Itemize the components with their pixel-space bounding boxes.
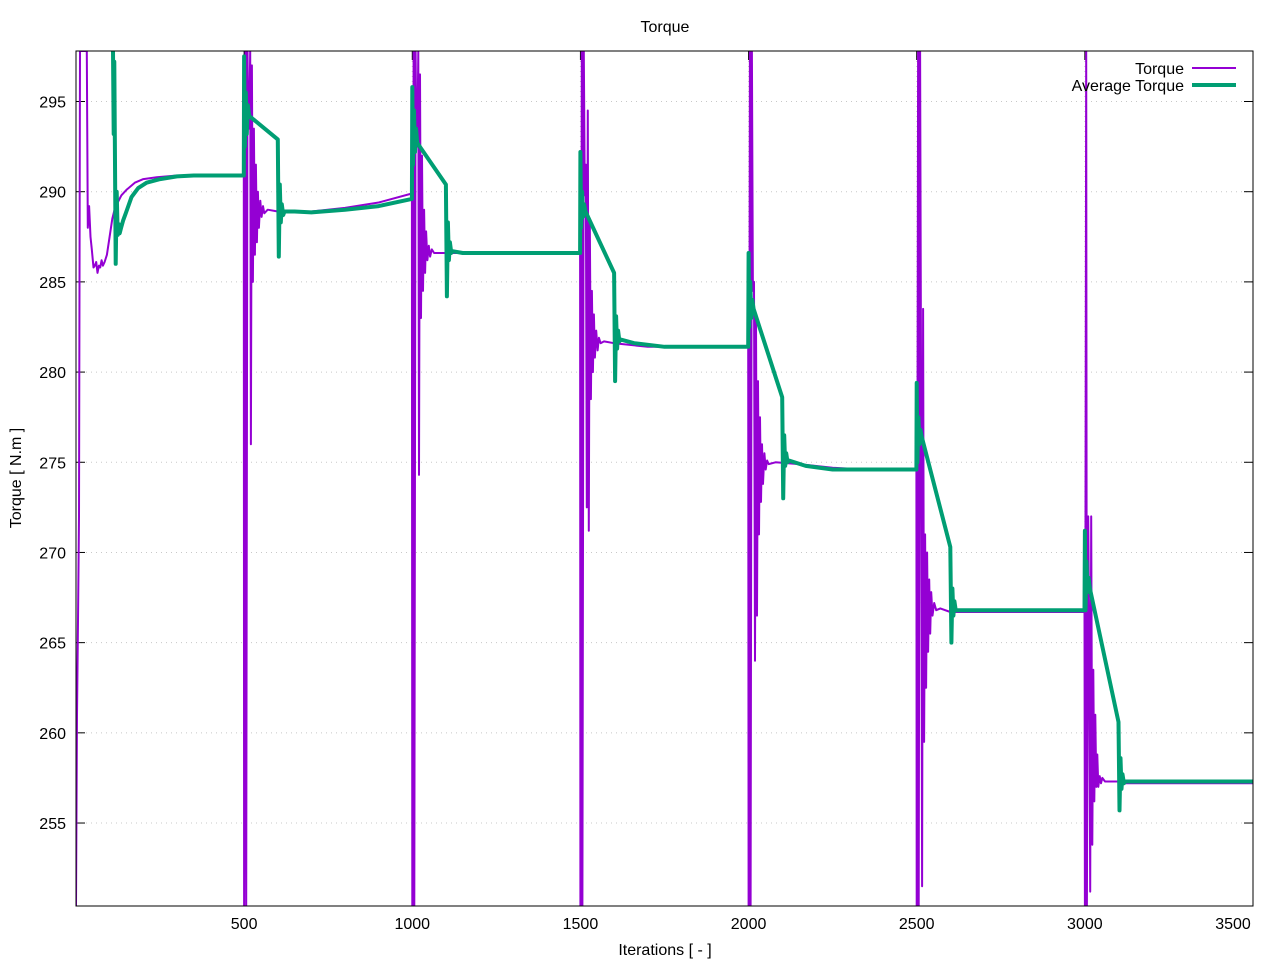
x-tick-label: 3500 bbox=[1215, 916, 1251, 933]
y-tick-label: 285 bbox=[39, 275, 66, 292]
x-tick-label: 2500 bbox=[899, 916, 935, 933]
y-tick-label: 290 bbox=[39, 185, 66, 202]
series-line-average-torque bbox=[111, 51, 1253, 813]
y-axis-title: Torque [ N.m ] bbox=[8, 428, 25, 528]
x-tick-label: 3000 bbox=[1067, 916, 1103, 933]
series-line-torque bbox=[76, 51, 1253, 906]
chart-title: Torque bbox=[641, 19, 690, 36]
y-tick-label: 280 bbox=[39, 365, 66, 382]
x-tick-label: 2000 bbox=[731, 916, 767, 933]
x-tick-label: 500 bbox=[231, 916, 258, 933]
legend-label-average-torque: Average Torque bbox=[1072, 78, 1184, 95]
x-axis-ticks: 500 1000 1500 2000 2500 3000 3500 bbox=[231, 51, 1254, 933]
y-axis-ticks: 255 260 265 270 275 280 285 290 295 bbox=[39, 95, 1253, 833]
plot-frame bbox=[75, 50, 1254, 907]
x-axis-title: Iterations [ - ] bbox=[618, 942, 711, 959]
y-tick-label: 270 bbox=[39, 545, 66, 562]
x-tick-label: 1000 bbox=[394, 916, 430, 933]
grid-lines bbox=[76, 51, 1254, 906]
legend-label-torque: Torque bbox=[1135, 61, 1184, 78]
y-tick-label: 265 bbox=[39, 636, 66, 653]
y-tick-label: 260 bbox=[39, 726, 66, 743]
y-tick-label: 295 bbox=[39, 95, 66, 112]
x-tick-label: 1500 bbox=[563, 916, 599, 933]
y-tick-label: 255 bbox=[39, 816, 66, 833]
y-tick-label: 275 bbox=[39, 455, 66, 472]
series-lines bbox=[76, 51, 1253, 906]
